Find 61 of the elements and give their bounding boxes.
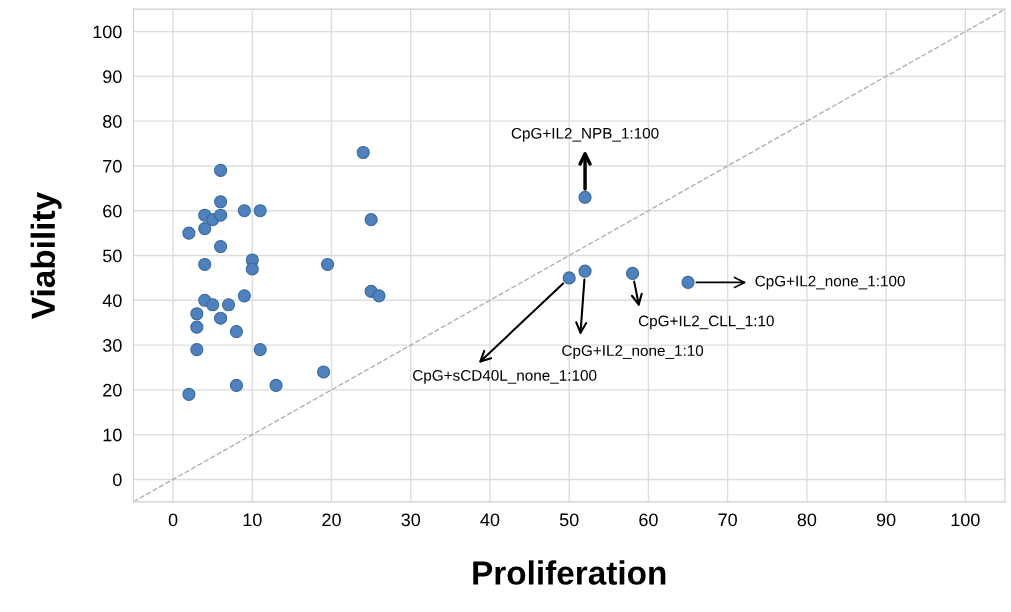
point [364, 213, 378, 227]
point [214, 208, 228, 222]
y-tick-label: 90 [103, 70, 122, 84]
x-tick-label: 70 [718, 513, 737, 527]
point [253, 204, 267, 218]
annotation: CpG+IL2_CLL_1:10 [638, 315, 774, 330]
x-tick-label: 10 [243, 513, 262, 527]
y-tick-label: 20 [103, 383, 122, 397]
point [681, 275, 695, 289]
point [221, 298, 236, 312]
annotation: CpG+IL2_NPB_1:100 [511, 127, 659, 142]
point [229, 325, 244, 339]
x-tick-label: 20 [322, 513, 341, 527]
point [237, 289, 251, 303]
point [229, 378, 244, 392]
point [562, 271, 576, 285]
point [356, 145, 370, 160]
point [198, 257, 212, 272]
point [190, 342, 204, 357]
point [206, 298, 220, 312]
annotation: CpG+IL2_none_1:10 [562, 345, 704, 360]
y-tick-label: 40 [102, 294, 122, 308]
y-axis-title: Viability [30, 192, 62, 319]
x-tick-label: 80 [797, 513, 817, 527]
point [182, 226, 196, 240]
y-tick-label: 70 [103, 159, 122, 173]
annotation: CpG+sCD40L_none_1:100 [413, 369, 597, 384]
x-tick-label: 90 [876, 513, 896, 527]
y-tick-label: 80 [103, 115, 122, 128]
x-tick-label: 100 [951, 513, 980, 527]
point [253, 342, 267, 357]
point [214, 163, 228, 177]
x-tick-label: 50 [559, 513, 579, 527]
y-tick-label: 100 [93, 25, 122, 39]
y-tick-label: 10 [103, 428, 122, 442]
point [198, 222, 212, 236]
point [214, 311, 228, 325]
y-tick-label: 50 [102, 249, 122, 263]
point [214, 195, 228, 209]
point [237, 204, 251, 218]
point [317, 365, 331, 379]
point [372, 289, 386, 303]
x-tick-label: 0 [168, 513, 178, 527]
point [626, 266, 640, 280]
point [269, 378, 283, 392]
y-tick-label: 30 [102, 339, 122, 352]
x-tick-label: 40 [480, 513, 500, 527]
annotation: CpG+IL2_none_1:100 [755, 275, 905, 290]
point [190, 307, 204, 321]
point [578, 264, 592, 278]
point [214, 239, 228, 254]
point [320, 257, 335, 272]
point [578, 190, 592, 204]
x-tick-label: 30 [401, 513, 421, 527]
point [182, 387, 196, 401]
x-tick-label: 60 [639, 513, 658, 527]
y-tick-label: 0 [113, 473, 122, 487]
y-tick-label: 60 [103, 204, 122, 218]
point [245, 262, 259, 276]
point [190, 320, 204, 334]
x-axis-title: Proliferation [473, 560, 666, 585]
